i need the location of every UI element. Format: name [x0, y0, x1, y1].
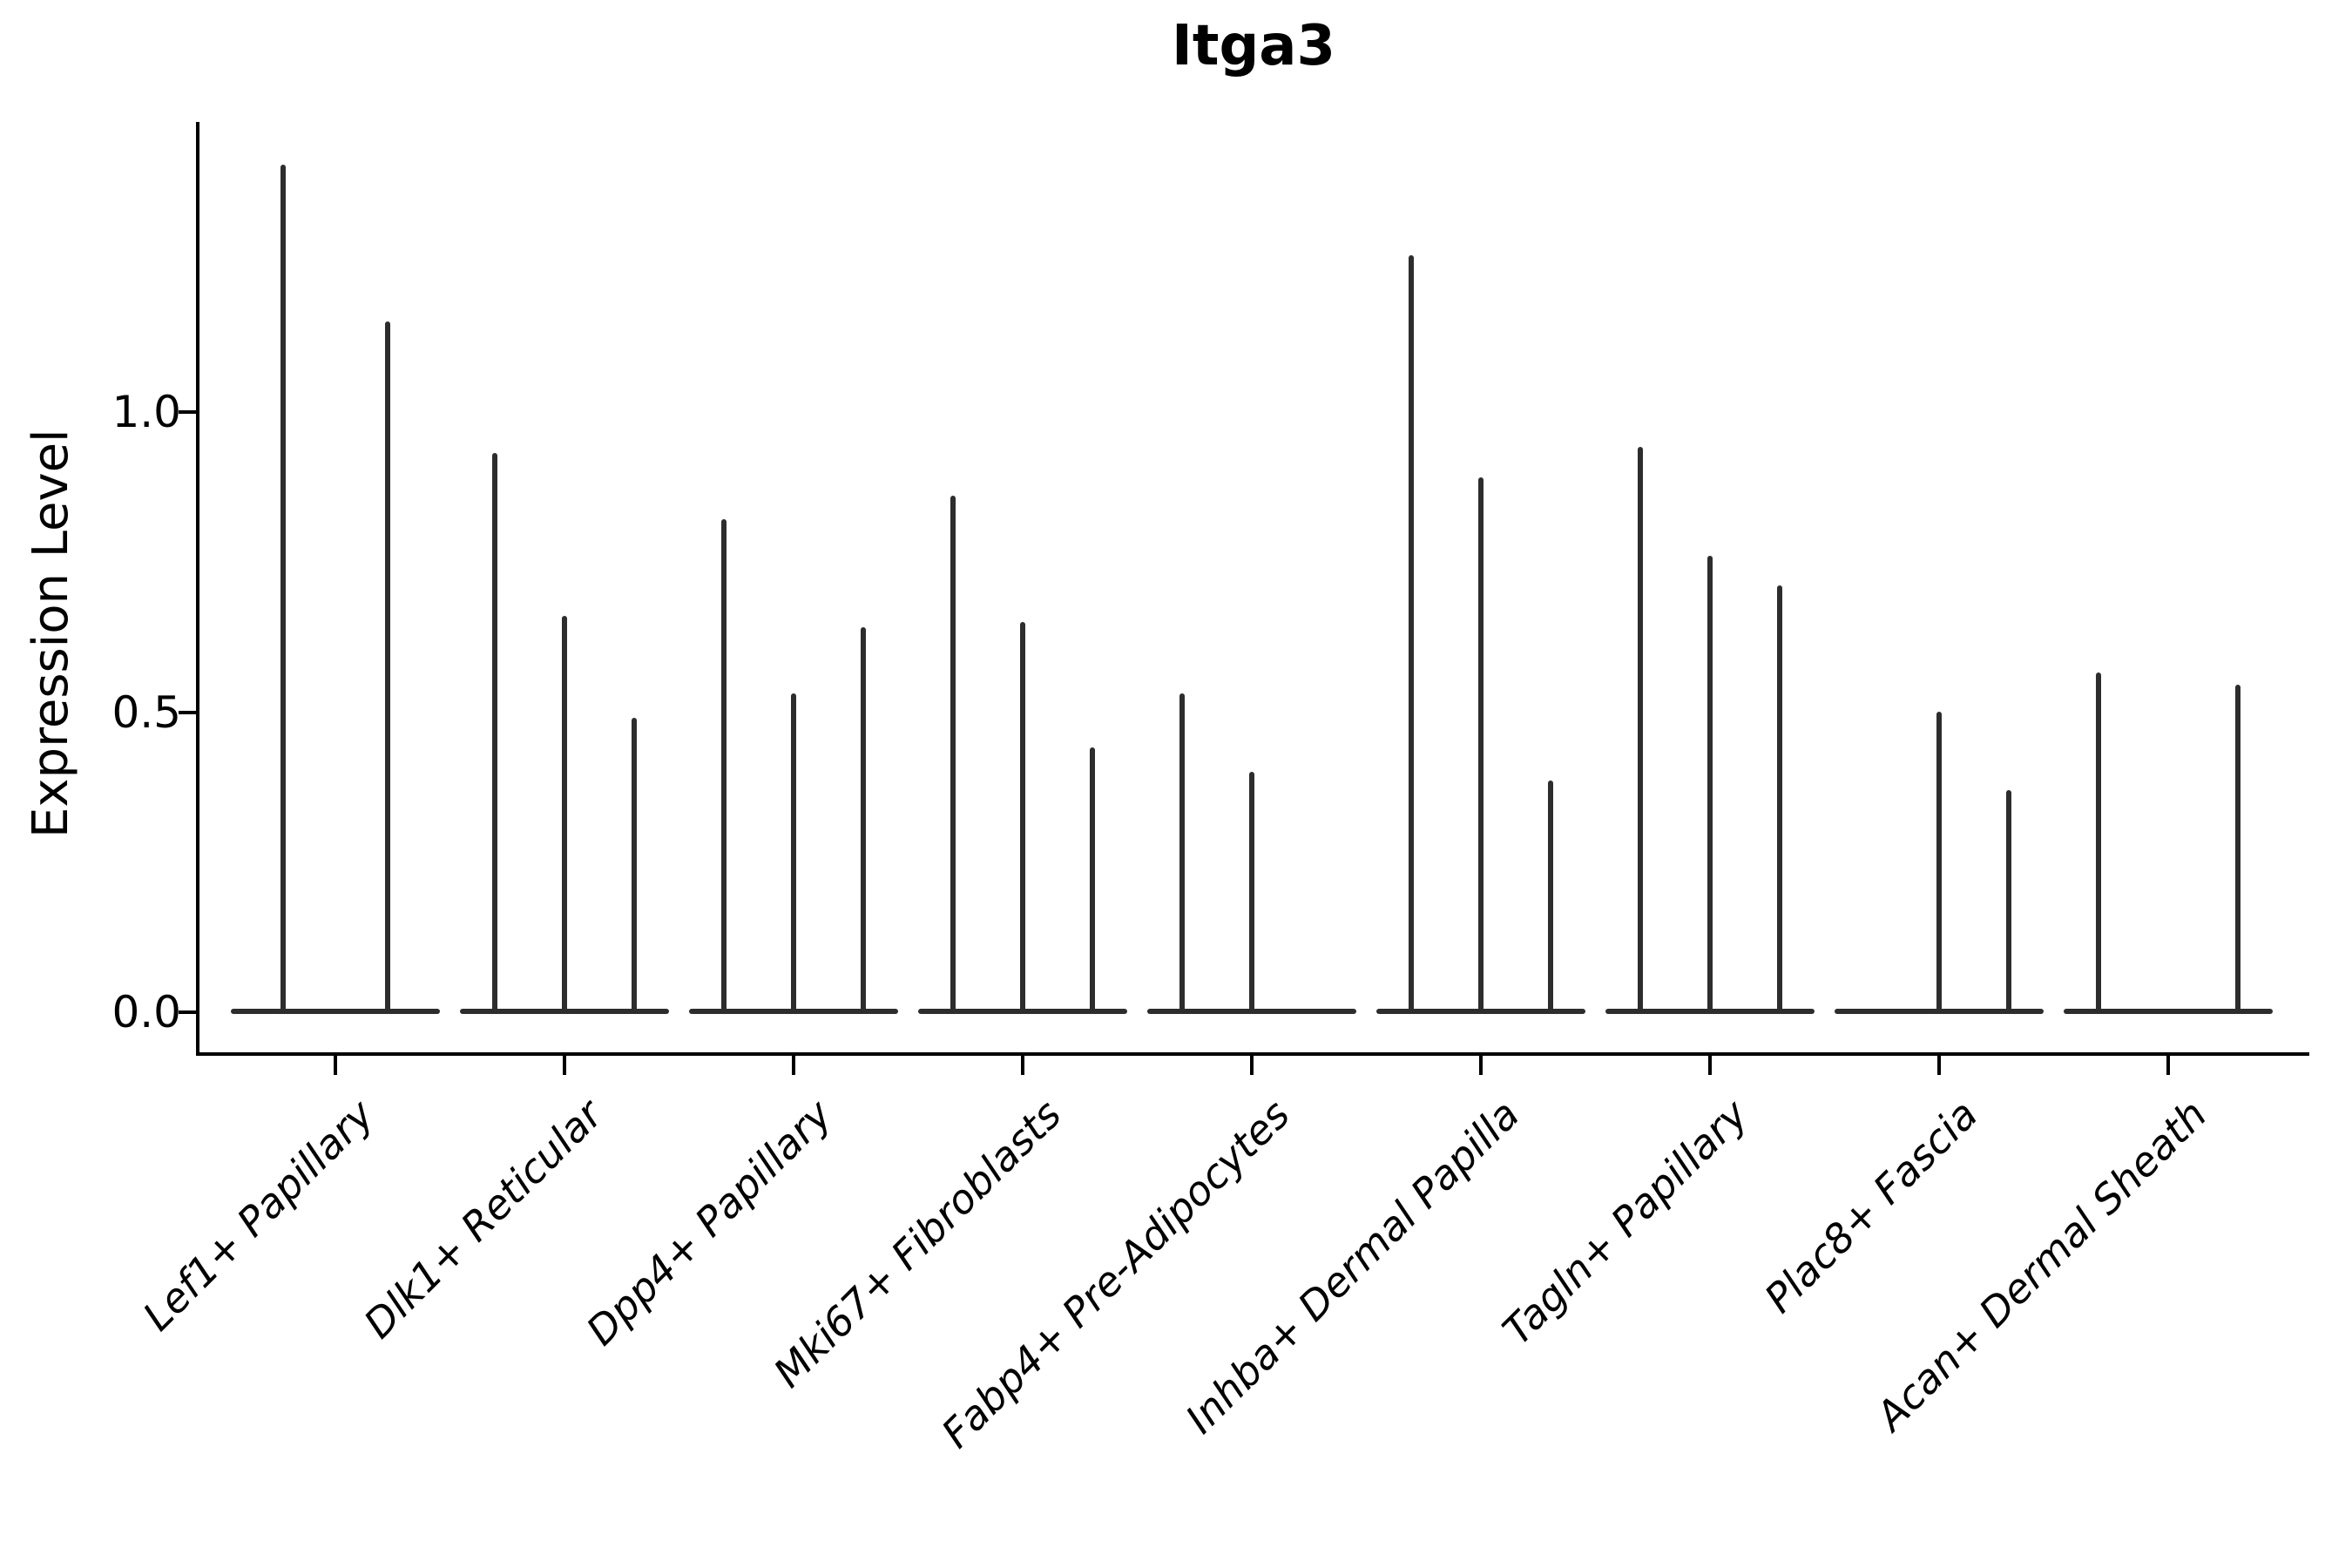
x-tick — [563, 1056, 566, 1075]
x-tick-label: Dpp4+ Papillary — [577, 1091, 841, 1355]
x-tick — [792, 1056, 795, 1075]
violin-spike — [791, 693, 796, 1014]
x-tick-label: Lef1+ Papillary — [133, 1091, 383, 1340]
violin-spike — [1548, 781, 1553, 1014]
x-tick — [1021, 1056, 1024, 1075]
violin-spike — [2235, 684, 2240, 1014]
x-tick — [1708, 1056, 1712, 1075]
violin-spike — [562, 615, 567, 1014]
violin-spike — [385, 321, 390, 1014]
violin-spike — [1090, 747, 1095, 1014]
y-tick-label-1.0: 1.0 — [112, 387, 181, 437]
violin-spike — [1707, 555, 1713, 1014]
violin-spike — [1020, 621, 1025, 1014]
violin-spike — [492, 453, 497, 1014]
x-axis-spine — [196, 1052, 2309, 1056]
y-axis-label: Expression Level — [23, 429, 79, 838]
violin-spike — [1777, 585, 1782, 1014]
x-tick — [1250, 1056, 1254, 1075]
y-tick-label-0.5: 0.5 — [112, 687, 181, 738]
violin-spike — [280, 165, 286, 1014]
violin-spike — [2006, 789, 2011, 1014]
violin-spike — [721, 519, 727, 1014]
y-tick-1.0 — [179, 410, 196, 414]
violin-spike — [1409, 254, 1414, 1014]
y-tick-label-0.0: 0.0 — [112, 987, 181, 1037]
violin-spike — [1936, 712, 1942, 1014]
y-tick-0.5 — [179, 711, 196, 714]
y-tick-0.0 — [179, 1010, 196, 1014]
x-tick-label: Plac8+ Fascia — [1754, 1091, 1987, 1322]
y-axis-spine — [196, 122, 199, 1056]
violin-base — [231, 1009, 440, 1014]
x-tick — [2166, 1056, 2170, 1075]
violin-spike — [2096, 672, 2101, 1014]
violin-spike — [950, 495, 956, 1014]
x-tick — [1479, 1056, 1483, 1075]
violin-spike — [632, 717, 637, 1014]
violin-spike — [1249, 772, 1254, 1014]
x-tick-label: Tagln+ Papillary — [1493, 1091, 1758, 1355]
violin-spike — [1638, 447, 1643, 1014]
x-tick-label: Dlk1+ Reticular — [355, 1091, 612, 1348]
violin-spike — [861, 627, 866, 1014]
violin-spike — [1179, 693, 1185, 1014]
plot-title: Itga3 — [1172, 14, 1335, 78]
violin-base — [2064, 1009, 2273, 1014]
x-tick — [1937, 1056, 1941, 1075]
x-tick — [334, 1056, 337, 1075]
violin-spike — [1478, 476, 1484, 1014]
